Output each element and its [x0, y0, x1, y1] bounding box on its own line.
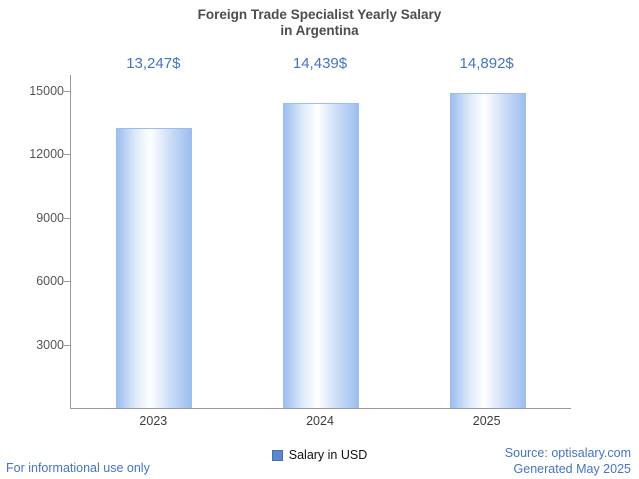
y-axis-tick-label: 3000	[36, 337, 64, 352]
y-axis-tick-label: 12000	[29, 147, 64, 162]
y-axis-tick	[64, 217, 71, 219]
y-axis-tick-label: 9000	[36, 210, 64, 225]
chart-title-line1: Foreign Trade Specialist Yearly Salary	[197, 7, 442, 22]
y-axis-tick	[64, 281, 71, 283]
bar-2023[interactable]	[116, 128, 193, 408]
generated-date: Generated May 2025	[513, 462, 631, 476]
y-axis-tick-label: 15000	[29, 83, 64, 98]
bar-2024[interactable]	[283, 103, 359, 408]
legend-swatch-icon	[271, 449, 283, 461]
legend: Salary in USD	[0, 448, 639, 462]
y-axis-tick-label: 6000	[36, 274, 64, 289]
x-axis-labels: 2023 2024 2025	[70, 414, 570, 430]
plot-area: 3000 6000 9000 12000 15000	[29, 75, 571, 409]
bar-value-labels: 13,247$ 14,439$ 14,892$	[70, 55, 570, 75]
bar-2025[interactable]	[449, 93, 526, 408]
bar-value-label: 13,247$	[126, 55, 181, 72]
y-axis-tick	[64, 90, 71, 92]
y-axis-tick	[64, 344, 71, 346]
x-axis-label: 2023	[139, 414, 168, 428]
y-axis-tick	[64, 154, 71, 156]
x-axis-label: 2025	[472, 414, 501, 428]
x-axis-label: 2024	[306, 414, 334, 428]
source-block: Source: optisalary.com Generated May 202…	[505, 445, 631, 477]
bar-value-label: 14,439$	[292, 55, 348, 72]
source-link[interactable]: Source: optisalary.com	[504, 446, 631, 460]
bar-value-label: 14,892$	[459, 55, 514, 72]
chart-title: Foreign Trade Specialist Yearly Salary i…	[0, 7, 639, 39]
chart-title-line2: in Argentina	[280, 23, 359, 38]
legend-label: Salary in USD	[288, 448, 368, 462]
disclaimer-text: For informational use only	[6, 461, 150, 475]
